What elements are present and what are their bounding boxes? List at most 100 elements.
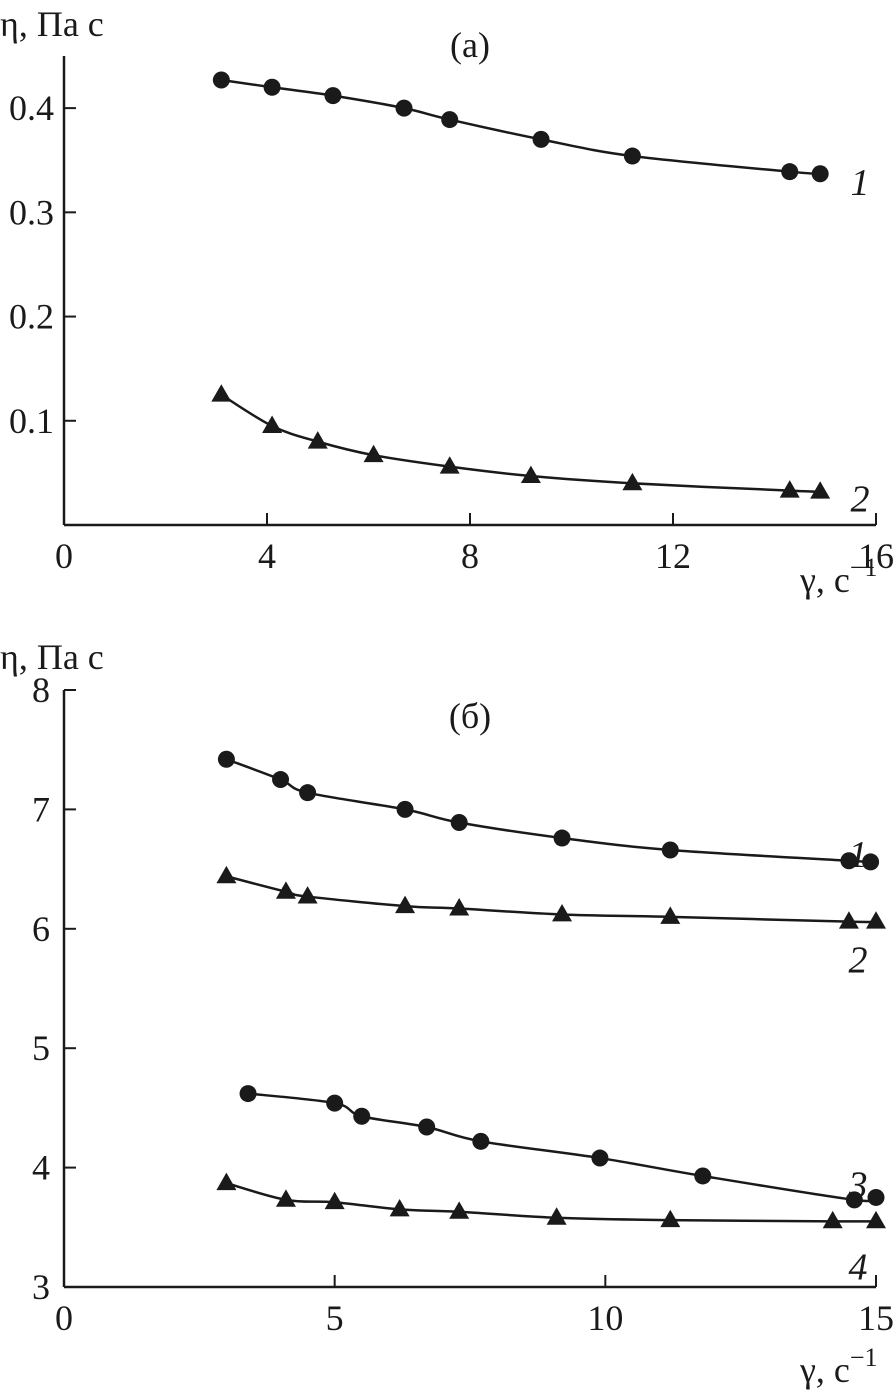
y-tick-label: 0.2 <box>9 297 54 337</box>
y-tick-label: 8 <box>32 670 50 710</box>
data-point <box>324 87 342 105</box>
series-line-1 <box>225 758 873 864</box>
data-point <box>299 784 317 802</box>
y-tick-label: 0.3 <box>9 192 54 232</box>
y-tick-label: 0.4 <box>9 88 54 128</box>
x-tick-label: 12 <box>655 536 691 576</box>
series-label: 2 <box>849 940 868 982</box>
y-axis-title: η, Па с <box>0 637 104 677</box>
series-label: 4 <box>849 1246 868 1288</box>
x-axis-title-text: γ, с <box>799 1350 850 1390</box>
data-point <box>450 814 468 832</box>
series-line-2 <box>220 393 821 493</box>
y-tick-label: 3 <box>32 1267 50 1307</box>
data-point <box>211 384 232 402</box>
series-label: 1 <box>851 162 870 204</box>
data-point <box>275 1189 296 1207</box>
x-axis-title-exponent: −1 <box>850 553 878 582</box>
data-point <box>866 1210 886 1229</box>
y-axis-title: η, Па с <box>0 4 104 44</box>
data-point <box>867 1188 885 1206</box>
data-point <box>418 1118 436 1136</box>
data-point <box>326 1094 344 1112</box>
data-point <box>552 904 573 922</box>
x-tick-label: 8 <box>461 536 479 576</box>
data-point <box>212 71 230 89</box>
data-point <box>324 1191 345 1210</box>
series-1: 1 <box>212 71 870 204</box>
series-line-3 <box>247 1092 877 1203</box>
data-point <box>297 886 318 904</box>
data-point <box>396 800 414 818</box>
series-line-2 <box>226 875 877 924</box>
data-point <box>363 444 384 463</box>
data-point <box>532 130 550 148</box>
data-point <box>866 911 886 929</box>
data-point <box>449 1201 470 1219</box>
data-point <box>779 480 800 498</box>
data-point <box>449 898 470 916</box>
data-point <box>307 431 328 449</box>
data-point <box>623 147 641 165</box>
panel-label: (б) <box>449 696 491 736</box>
data-point <box>216 865 237 884</box>
series-line-4 <box>226 1181 877 1223</box>
data-point <box>275 881 296 899</box>
x-axis-title-exponent: −1 <box>850 1343 878 1372</box>
data-point <box>845 1191 863 1209</box>
data-point <box>694 1167 712 1185</box>
data-point <box>216 1172 237 1191</box>
data-point <box>439 456 460 474</box>
data-point <box>838 911 859 929</box>
data-point <box>389 1198 410 1217</box>
x-tick-label: 15 <box>858 1298 894 1338</box>
y-tick-label: 6 <box>32 909 50 949</box>
data-point <box>395 895 416 914</box>
data-point <box>622 472 643 491</box>
x-tick-label: 4 <box>258 536 276 576</box>
x-axis-title: γ, с−1 <box>799 553 878 600</box>
series-4: 4 <box>216 1172 886 1288</box>
data-point <box>553 829 571 847</box>
series-1: 1 <box>217 750 880 876</box>
data-point <box>862 853 880 871</box>
data-point <box>520 465 541 483</box>
series-label: 3 <box>848 1164 868 1206</box>
data-point <box>472 1132 490 1150</box>
data-point <box>661 841 679 859</box>
series-label: 1 <box>849 834 868 876</box>
data-point <box>353 1107 371 1125</box>
y-tick-label: 5 <box>32 1028 50 1068</box>
data-point <box>591 1149 609 1167</box>
data-point <box>441 111 459 129</box>
y-tick-label: 4 <box>32 1148 50 1188</box>
x-tick-label: 5 <box>326 1298 344 1338</box>
data-point <box>262 415 283 433</box>
x-tick-label: 16 <box>858 536 894 576</box>
data-point <box>822 1210 843 1229</box>
y-tick-label: 7 <box>32 789 50 829</box>
data-point <box>840 852 858 870</box>
x-axis-title: γ, с−1 <box>799 1343 878 1390</box>
series-line-1 <box>221 78 821 176</box>
x-tick-label: 0 <box>55 536 73 576</box>
data-point <box>272 771 290 789</box>
x-tick-label: 0 <box>55 1298 73 1338</box>
series-3: 3 <box>239 1085 885 1209</box>
panel-label: (а) <box>450 25 490 65</box>
data-point <box>660 906 681 924</box>
x-axis-title-text: γ, с <box>799 560 850 600</box>
data-point <box>546 1207 567 1225</box>
data-point <box>660 1209 681 1228</box>
chart-panel-b: 3 4 5 6 7 8 0 5 10 15 η, Па с γ, с−1 (б) 1 2 3 4 <box>0 637 894 1390</box>
series-2: 2 <box>216 865 886 982</box>
x-tick-label: 10 <box>587 1298 623 1338</box>
data-point <box>263 78 281 96</box>
chart-panel-a: 0.10.20.30.40 4 8 12 16η, Па сγ, с−1(а)12 <box>0 4 894 600</box>
y-tick-label: 0.1 <box>9 401 54 441</box>
data-point <box>811 165 829 183</box>
series-2: 2 <box>211 384 870 521</box>
data-point <box>810 481 831 499</box>
